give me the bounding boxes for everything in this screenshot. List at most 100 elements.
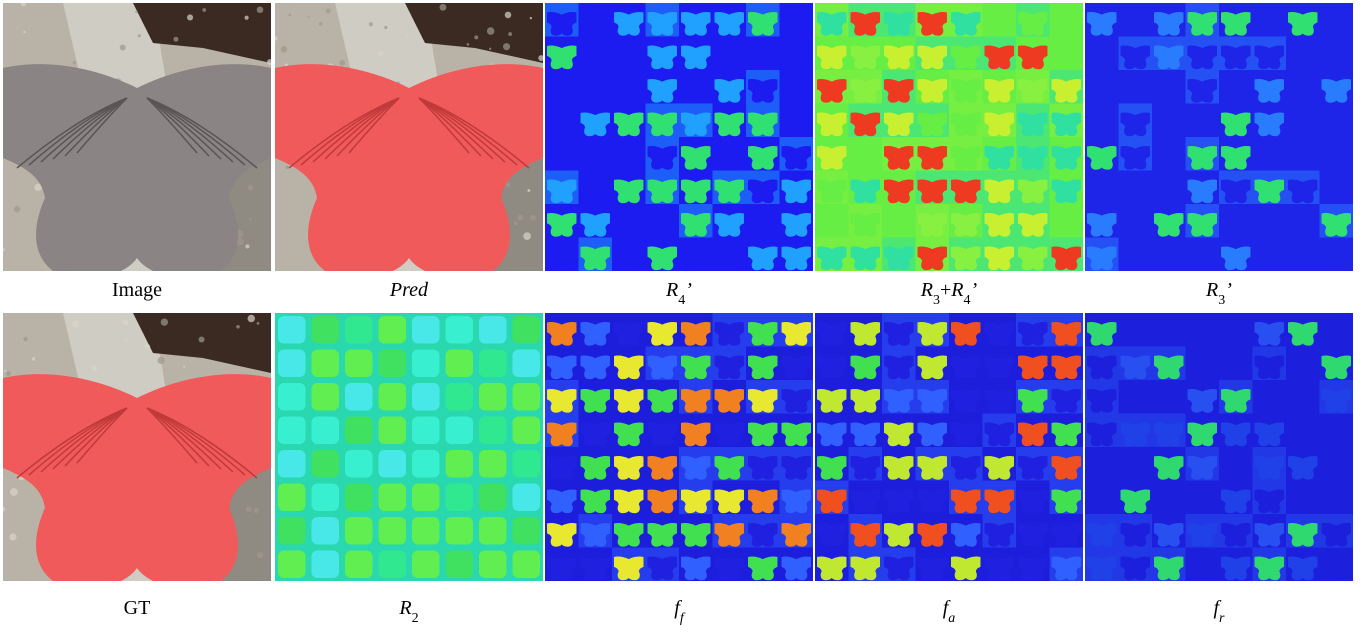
heatmap-blob	[782, 213, 811, 237]
moth	[3, 374, 271, 589]
caption: fa	[943, 597, 956, 626]
heatmap-blob	[1288, 180, 1317, 204]
heatmap-blob	[547, 113, 576, 137]
heatmap-blob	[782, 389, 811, 413]
texture	[285, 166, 288, 169]
heatmap-cell	[412, 417, 440, 445]
heatmap-blob	[1221, 79, 1250, 103]
heatmap-blob	[817, 213, 846, 237]
heatmap-blob	[1221, 12, 1250, 36]
texture	[378, 50, 384, 56]
texture	[23, 337, 28, 342]
heatmap-blob	[748, 247, 777, 271]
heatmap-blob	[1221, 557, 1250, 581]
heatmap-blob	[1018, 180, 1047, 204]
heatmap-blob	[817, 557, 846, 581]
heatmap-blob	[918, 247, 947, 271]
heatmap-blob	[1087, 213, 1116, 237]
texture	[14, 206, 20, 212]
heatmap-blob	[1052, 557, 1081, 581]
heatmap-blob	[1018, 557, 1047, 581]
heatmap-blob	[1322, 423, 1351, 447]
heatmap-blob	[614, 113, 643, 137]
panel-image	[1085, 3, 1353, 271]
heatmap-blob	[1221, 523, 1250, 547]
heatmap-cell	[513, 383, 541, 411]
heatmap-blob	[1154, 46, 1183, 70]
heatmap-blob	[918, 79, 947, 103]
heatmap-cell	[446, 383, 474, 411]
panel-image	[545, 313, 813, 581]
heatmap-blob	[884, 79, 913, 103]
heatmap-blob	[1154, 113, 1183, 137]
heatmap-blob	[1052, 146, 1081, 170]
texture	[538, 55, 544, 61]
heatmap-blob	[681, 490, 710, 514]
texture	[6, 371, 11, 376]
texture	[530, 215, 536, 221]
heatmap-blob	[681, 356, 710, 380]
heatmap-blob	[1052, 423, 1081, 447]
heatmap-blob	[581, 557, 610, 581]
heatmap-blob	[817, 389, 846, 413]
heatmap-cell	[446, 450, 474, 478]
heatmap-blob	[1052, 456, 1081, 480]
caption-sub: r	[1219, 611, 1225, 626]
texture	[246, 506, 252, 512]
heatmap-blob	[1087, 46, 1116, 70]
heatmap-blob	[851, 389, 880, 413]
heatmap-blob	[985, 557, 1014, 581]
heatmap-blob	[1018, 113, 1047, 137]
heatmap-blob	[1188, 113, 1217, 137]
heatmap-cell	[278, 450, 306, 478]
heatmap-blob	[1288, 247, 1317, 271]
heatmap-cell	[446, 316, 474, 344]
heatmap-blob	[715, 523, 744, 547]
texture	[10, 488, 18, 496]
caption-text: +	[940, 279, 951, 301]
heatmap-blob	[951, 146, 980, 170]
heatmap-blob	[681, 79, 710, 103]
heatmap-blob	[817, 456, 846, 480]
heatmap-cell	[513, 450, 541, 478]
heatmap-cell	[479, 484, 507, 512]
heatmap-blob	[851, 146, 880, 170]
heatmap-cell	[345, 450, 373, 478]
heatmap-blob	[884, 356, 913, 380]
heatmap-cell	[278, 316, 306, 344]
heatmap-blob	[951, 557, 980, 581]
heatmap-blob	[715, 79, 744, 103]
texture	[288, 14, 291, 17]
heatmap-blob	[951, 389, 980, 413]
heatmap-blob	[851, 523, 880, 547]
texture	[439, 4, 446, 11]
heatmap-blob	[1288, 456, 1317, 480]
caption-sub: 4	[678, 293, 685, 308]
heatmap-cell	[446, 350, 474, 378]
heatmap-blob	[547, 322, 576, 346]
heatmap-blob	[1121, 213, 1150, 237]
heatmap-blob	[614, 146, 643, 170]
heatmap-blob	[614, 356, 643, 380]
heatmap-cell	[513, 316, 541, 344]
heatmap-blob	[782, 12, 811, 36]
heatmap-blob	[985, 180, 1014, 204]
heatmap-blob	[817, 523, 846, 547]
heatmap-blob	[817, 180, 846, 204]
caption-text: R	[398, 597, 411, 619]
caption-sub: 2	[412, 611, 419, 626]
texture	[248, 315, 255, 322]
heatmap-cell	[412, 316, 440, 344]
heatmap-blob	[951, 247, 980, 271]
heatmap-blob	[1322, 79, 1351, 103]
heatmap-blob	[748, 146, 777, 170]
heatmap-cell	[312, 551, 340, 579]
heatmap-blob	[817, 79, 846, 103]
heatmap-blob	[1255, 322, 1284, 346]
heatmap-blob	[1288, 113, 1317, 137]
heatmap-cell	[379, 316, 407, 344]
heatmap-blob	[748, 12, 777, 36]
heatmap-blob	[1018, 523, 1047, 547]
heatmap-blob	[1052, 389, 1081, 413]
heatmap-blob	[951, 113, 980, 137]
